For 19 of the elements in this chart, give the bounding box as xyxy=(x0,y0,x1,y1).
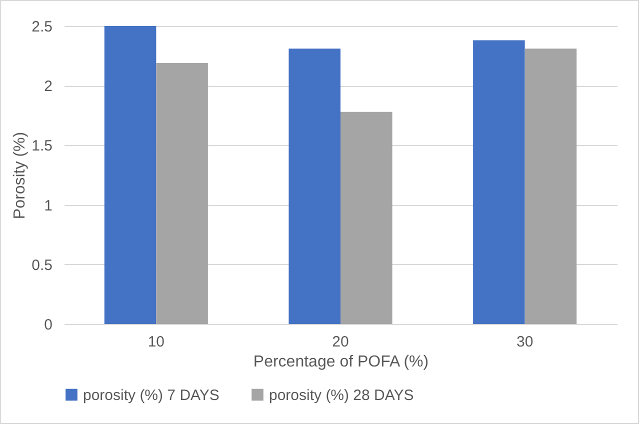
legend-label: porosity (%) 28 DAYS xyxy=(269,386,414,404)
bar xyxy=(156,62,208,324)
y-axis-title: Porosity (%) xyxy=(12,132,29,220)
x-tick-label: 20 xyxy=(332,334,349,350)
bar xyxy=(104,26,156,324)
y-tick-label: 0.5 xyxy=(32,256,52,274)
legend-label: porosity (%) 7 DAYS xyxy=(83,386,220,404)
y-tick-label: 1.5 xyxy=(32,138,52,155)
bar xyxy=(288,48,340,324)
bar xyxy=(473,40,525,324)
y-tick-label: 1 xyxy=(44,197,52,214)
x-tick-label: 30 xyxy=(516,334,534,350)
bar xyxy=(340,112,392,324)
x-axis-title: Percentage of POFA (%) xyxy=(253,354,429,370)
bar xyxy=(524,48,577,324)
x-tick-label: 10 xyxy=(148,334,165,350)
y-tick-label: 2.5 xyxy=(32,18,52,36)
y-tick-label: 0 xyxy=(44,316,52,334)
y-tick-label: 2 xyxy=(44,78,52,96)
